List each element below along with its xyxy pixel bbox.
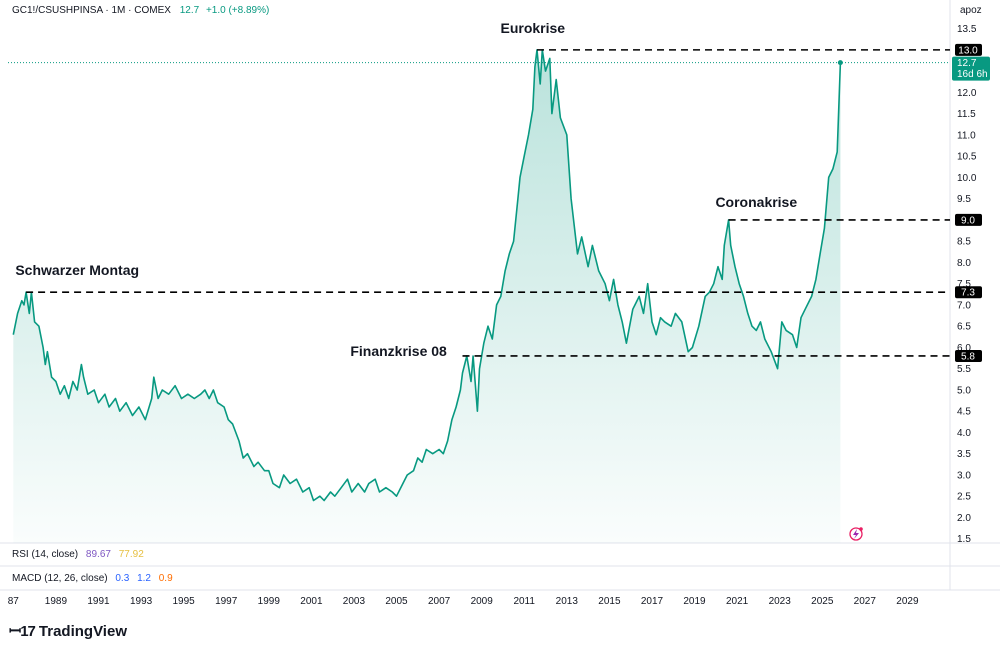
y-tick-label: 12.0 xyxy=(957,88,977,99)
macd-label: MACD (12, 26, close) xyxy=(12,573,108,584)
y-tick-label: 10.0 xyxy=(957,173,977,184)
y-tick-label: 6.0 xyxy=(957,343,971,354)
x-tick-label: 1989 xyxy=(45,596,68,607)
y-tick-label: 5.0 xyxy=(957,386,971,397)
y-tick-label: 6.5 xyxy=(957,322,971,333)
y-tick-label: 7.5 xyxy=(957,279,971,290)
y-tick-label: 2.0 xyxy=(957,513,971,524)
x-tick-label: 1999 xyxy=(258,596,281,607)
scale-mode-toggle[interactable]: apoz xyxy=(960,5,982,16)
y-tick-label: 3.0 xyxy=(957,471,971,482)
y-tick-label: 5.5 xyxy=(957,364,971,375)
x-tick-label: 1993 xyxy=(130,596,153,607)
y-tick-label: 9.5 xyxy=(957,194,971,205)
chart-header: GC1!/CSUSHPINSA · 1M · COMEX 12.7 +1.0 (… xyxy=(12,5,269,16)
x-tick-label: 2005 xyxy=(385,596,408,607)
last-price-label-bg xyxy=(952,56,990,81)
reference-label: 7.3 xyxy=(961,288,975,299)
y-tick-label: 1.5 xyxy=(957,534,971,545)
rsi-ma-value: 77.92 xyxy=(118,549,144,560)
macd-legend[interactable]: MACD (12, 26, close) 0.3 1.2 0.9 xyxy=(12,573,173,584)
y-tick-label: 11.5 xyxy=(957,109,976,120)
reference-label: 9.0 xyxy=(961,215,975,226)
macd-line-value: 1.2 xyxy=(137,573,151,584)
y-tick-label: 2.5 xyxy=(957,492,971,503)
brand-name: TradingView xyxy=(38,622,127,640)
x-tick-label: 1997 xyxy=(215,596,238,607)
lightning-icon-dot xyxy=(859,527,863,531)
reference-label-bg xyxy=(955,43,982,56)
tradingview-logo-icon: ꟷ17 xyxy=(9,623,36,640)
y-tick-label: 3.5 xyxy=(957,449,971,460)
reference-label: 13.0 xyxy=(958,45,978,56)
x-tick-label: 2017 xyxy=(641,596,664,607)
annotation-label: Finanzkrise 08 xyxy=(350,343,447,359)
reference-label-bg xyxy=(955,350,982,362)
last-price-label: 12.7 xyxy=(957,58,977,69)
x-tick-label: 2021 xyxy=(726,596,749,607)
bar-countdown-label: 16d 6h xyxy=(957,69,988,80)
rsi-value: 89.67 xyxy=(85,549,111,560)
x-tick-label: 2003 xyxy=(343,596,366,607)
x-tick-label: 2011 xyxy=(513,596,535,607)
y-tick-label: 13.5 xyxy=(957,24,977,35)
y-tick-label: 8.5 xyxy=(957,237,971,248)
x-tick-label: 2029 xyxy=(896,596,919,607)
lightning-icon-bolt xyxy=(853,529,859,539)
lightning-icon-ring xyxy=(849,527,863,541)
x-tick-label: 2007 xyxy=(428,596,451,607)
reference-label-bg xyxy=(955,286,982,299)
reference-label: 5.8 xyxy=(961,352,975,363)
x-tick-label: 2015 xyxy=(598,596,621,607)
y-tick-label: 10.5 xyxy=(957,152,977,163)
x-tick-label: 2027 xyxy=(854,596,877,607)
annotation-label: Coronakrise xyxy=(715,194,797,210)
annotation-label: Schwarzer Montag xyxy=(15,262,139,278)
x-tick-label: 2009 xyxy=(471,596,494,607)
x-tick-label: 2023 xyxy=(769,596,792,607)
x-tick-label: 2013 xyxy=(556,596,579,607)
lightning-icon[interactable] xyxy=(849,527,863,541)
rsi-label: RSI (14, close) xyxy=(12,549,79,560)
last-price-dot xyxy=(837,60,843,66)
macd-signal-value: 0.9 xyxy=(158,573,173,584)
y-tick-label: 4.5 xyxy=(957,407,971,418)
y-tick-label: 11.0 xyxy=(957,130,976,141)
symbol-title[interactable]: GC1!/CSUSHPINSA · 1M · COMEX xyxy=(12,5,171,16)
tradingview-logo[interactable]: ꟷ17 TradingView xyxy=(9,621,127,641)
y-tick-label: 4.0 xyxy=(957,428,971,439)
macd-histogram-value: 0.3 xyxy=(115,573,130,584)
x-tick-label: 1995 xyxy=(172,596,195,607)
last-value: 12.7 xyxy=(179,5,200,16)
reference-label-bg xyxy=(955,213,982,226)
x-tick-label: 2025 xyxy=(811,596,834,607)
price-change: +1.0 (+8.89%) xyxy=(205,5,270,16)
y-tick-label: 7.0 xyxy=(957,300,971,311)
series-line xyxy=(12,49,842,502)
x-tick-label: 2001 xyxy=(300,596,323,607)
series-area-fill xyxy=(13,49,841,544)
annotation-label: Eurokrise xyxy=(501,20,566,36)
x-tick-label: 87 xyxy=(8,596,20,607)
x-tick-label: 1991 xyxy=(87,596,110,607)
y-tick-label: 8.0 xyxy=(957,258,971,269)
x-tick-label: 2019 xyxy=(683,596,706,607)
rsi-legend[interactable]: RSI (14, close) 89.67 77.92 xyxy=(12,549,144,560)
